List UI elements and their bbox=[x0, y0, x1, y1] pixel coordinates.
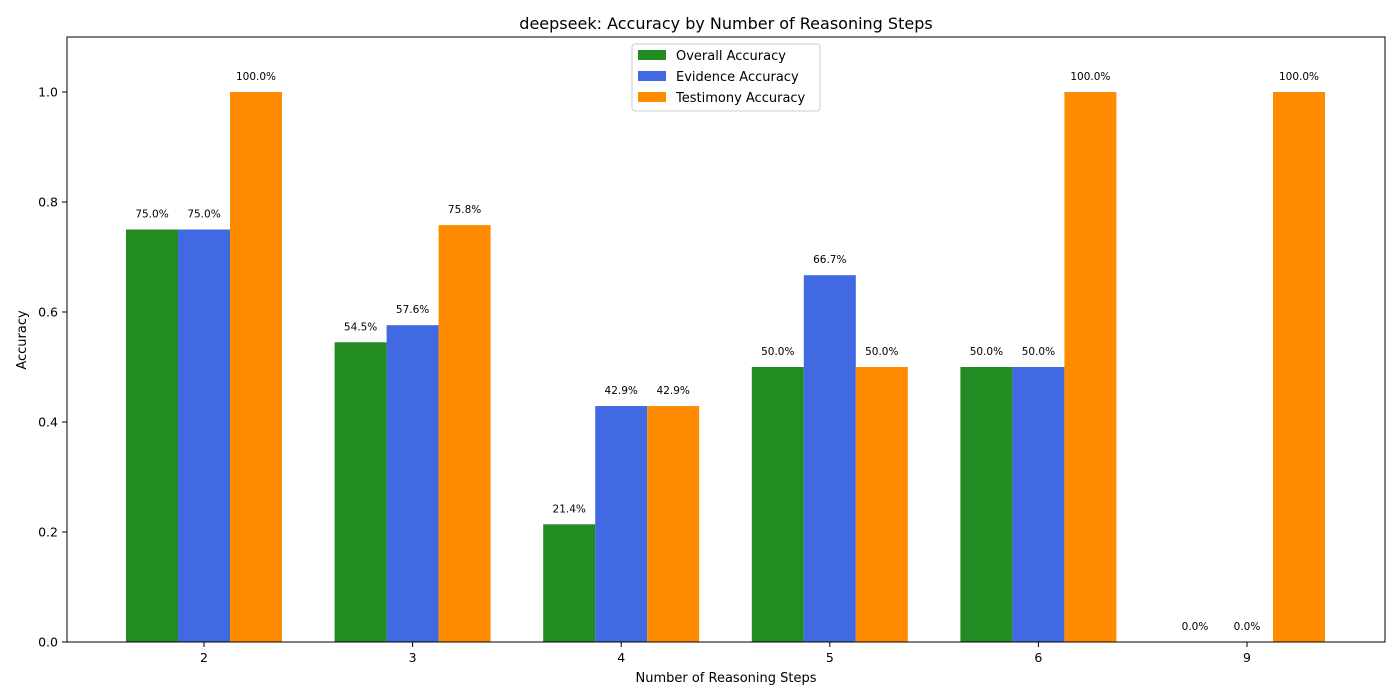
x-tick-label: 9 bbox=[1243, 650, 1251, 665]
legend: Overall Accuracy Evidence Accuracy Testimo… bbox=[631, 43, 821, 112]
x-tick-label: 3 bbox=[409, 650, 417, 665]
bar-evidence-accuracy-5 bbox=[803, 275, 856, 642]
bar-testimony-accuracy-2 bbox=[230, 92, 282, 642]
data-label: 57.6% bbox=[396, 304, 429, 316]
legend-swatch bbox=[638, 92, 666, 102]
data-label: 0.0% bbox=[1182, 621, 1209, 633]
data-label: 75.0% bbox=[135, 209, 168, 221]
x-tick-label: 4 bbox=[617, 650, 625, 665]
legend-swatch bbox=[638, 50, 666, 60]
y-tick-label: 0.8 bbox=[38, 195, 58, 210]
x-tick-label: 5 bbox=[826, 650, 834, 665]
data-label: 50.0% bbox=[1022, 346, 1055, 358]
chart-title: deepseek: Accuracy by Number of Reasonin… bbox=[519, 14, 932, 33]
bar-overall-accuracy-4 bbox=[543, 524, 596, 642]
data-label: 21.4% bbox=[553, 503, 586, 515]
bar-testimony-accuracy-3 bbox=[438, 225, 491, 642]
data-label: 0.0% bbox=[1234, 621, 1261, 633]
plot-area-frame bbox=[66, 36, 1386, 643]
y-tick-label: 0.4 bbox=[38, 415, 58, 430]
data-label: 42.9% bbox=[657, 385, 690, 397]
bar-overall-accuracy-3 bbox=[334, 342, 387, 642]
legend-swatch bbox=[638, 71, 666, 81]
bars-group bbox=[126, 92, 1325, 642]
bar-overall-accuracy-6 bbox=[960, 367, 1013, 642]
data-label: 100.0% bbox=[1279, 71, 1319, 83]
data-label: 54.5% bbox=[344, 321, 377, 333]
y-tick-label: 0.6 bbox=[38, 305, 58, 320]
bar-evidence-accuracy-6 bbox=[1012, 367, 1065, 642]
bar-evidence-accuracy-3 bbox=[386, 325, 439, 642]
legend-box bbox=[631, 43, 821, 112]
x-axis-label: Number of Reasoning Steps bbox=[635, 671, 816, 686]
data-label: 42.9% bbox=[605, 385, 638, 397]
data-label: 66.7% bbox=[813, 254, 846, 266]
data-label: 50.0% bbox=[761, 346, 794, 358]
data-label: 75.0% bbox=[187, 209, 220, 221]
y-tick-label: 0.0 bbox=[38, 635, 58, 650]
data-label: 75.8% bbox=[448, 204, 481, 216]
data-label: 100.0% bbox=[236, 71, 276, 83]
x-tick-label: 2 bbox=[200, 650, 208, 665]
legend-label: Testimony Accuracy bbox=[675, 91, 806, 106]
legend-label: Overall Accuracy bbox=[676, 49, 786, 64]
bar-testimony-accuracy-9 bbox=[1273, 92, 1325, 642]
x-axis: 2 3 4 5 6 9 bbox=[200, 642, 1251, 665]
y-tick-label: 1.0 bbox=[38, 85, 58, 100]
bar-testimony-accuracy-6 bbox=[1064, 92, 1117, 642]
data-label: 50.0% bbox=[865, 346, 898, 358]
y-axis: 0.0 0.2 0.4 0.6 0.8 1.0 bbox=[38, 85, 67, 650]
bar-overall-accuracy-5 bbox=[751, 367, 804, 642]
bar-testimony-accuracy-4 bbox=[647, 406, 700, 642]
legend-label: Evidence Accuracy bbox=[676, 70, 799, 85]
y-tick-label: 0.2 bbox=[38, 525, 58, 540]
y-axis-label: Accuracy bbox=[15, 310, 30, 370]
bar-overall-accuracy-2 bbox=[126, 229, 178, 642]
x-tick-label: 6 bbox=[1034, 650, 1042, 665]
data-label: 50.0% bbox=[970, 346, 1003, 358]
bar-testimony-accuracy-5 bbox=[855, 367, 908, 642]
data-label: 100.0% bbox=[1070, 71, 1110, 83]
bar-evidence-accuracy-2 bbox=[178, 229, 230, 642]
data-labels-group: 75.0% 54.5% 21.4% 50.0% 50.0% 0.0% 75.0% 57.6% 4… bbox=[135, 71, 1319, 633]
bar-evidence-accuracy-4 bbox=[595, 406, 648, 642]
